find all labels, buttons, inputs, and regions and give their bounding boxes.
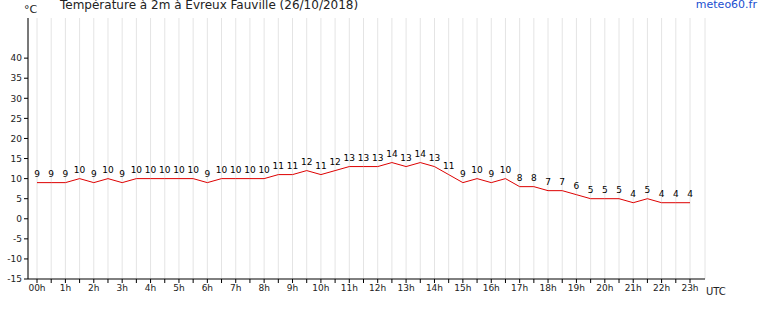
svg-text:10: 10 [159,165,171,175]
svg-text:5: 5 [645,185,651,195]
svg-text:11: 11 [273,161,284,171]
svg-text:9: 9 [460,169,466,179]
svg-text:0: 0 [16,214,22,224]
svg-text:10: 10 [230,165,242,175]
svg-text:5h: 5h [173,283,184,293]
svg-text:10: 10 [145,165,157,175]
svg-text:12: 12 [301,157,312,167]
svg-text:23h: 23h [681,283,698,293]
svg-text:21h: 21h [625,283,642,293]
svg-text:22h: 22h [653,283,670,293]
svg-text:13: 13 [429,153,440,163]
svg-text:17h: 17h [511,283,528,293]
svg-text:12: 12 [329,157,340,167]
svg-text:11: 11 [443,161,454,171]
svg-text:2h: 2h [88,283,99,293]
svg-text:40: 40 [11,53,23,63]
svg-text:13: 13 [400,153,411,163]
svg-text:9: 9 [91,169,97,179]
svg-text:16h: 16h [483,283,500,293]
svg-text:13h: 13h [398,283,415,293]
svg-text:11h: 11h [341,283,358,293]
svg-text:7h: 7h [230,283,241,293]
svg-text:5: 5 [16,194,22,204]
svg-text:35: 35 [11,73,22,83]
svg-text:9: 9 [488,169,494,179]
svg-text:4h: 4h [145,283,156,293]
svg-text:4: 4 [687,189,693,199]
svg-text:14h: 14h [426,283,443,293]
svg-text:15: 15 [11,154,22,164]
svg-text:4: 4 [659,189,665,199]
svg-text:20h: 20h [596,283,613,293]
svg-text:10: 10 [244,165,256,175]
svg-text:5: 5 [602,185,608,195]
svg-text:-15: -15 [7,274,22,284]
svg-text:4: 4 [673,189,679,199]
svg-text:6h: 6h [202,283,213,293]
svg-text:19h: 19h [568,283,585,293]
svg-text:4: 4 [630,189,636,199]
svg-text:10: 10 [131,165,143,175]
html-text:UTC: UTC [706,286,726,297]
svg-text:15h: 15h [454,283,471,293]
svg-text:8: 8 [531,173,537,183]
svg-text:9h: 9h [287,283,298,293]
svg-text:-5: -5 [13,234,22,244]
svg-text:1h: 1h [60,283,71,293]
svg-text:12h: 12h [369,283,386,293]
svg-text:20: 20 [11,134,23,144]
svg-text:30: 30 [11,94,23,104]
svg-text:10: 10 [11,174,23,184]
svg-text:9: 9 [48,169,54,179]
svg-text:5: 5 [616,185,622,195]
svg-text:13: 13 [372,153,383,163]
svg-text:8h: 8h [258,283,269,293]
svg-text:10: 10 [187,165,199,175]
svg-text:10: 10 [74,165,86,175]
svg-text:10: 10 [258,165,270,175]
svg-text:13: 13 [358,153,369,163]
svg-text:10: 10 [102,165,114,175]
svg-text:10h: 10h [312,283,329,293]
svg-text:10: 10 [216,165,228,175]
svg-text:3h: 3h [116,283,127,293]
svg-text:10: 10 [173,165,185,175]
svg-text:10: 10 [500,165,512,175]
svg-text:25: 25 [11,114,22,124]
svg-text:9: 9 [63,169,69,179]
svg-text:9: 9 [34,169,40,179]
svg-text:7: 7 [545,177,551,187]
svg-text:9: 9 [119,169,125,179]
svg-text:10: 10 [471,165,483,175]
svg-text:9: 9 [204,169,210,179]
svg-text:14: 14 [415,149,427,159]
html-text:°C: °C [24,3,38,16]
svg-text:8: 8 [517,173,523,183]
svg-text:13: 13 [344,153,355,163]
svg-text:6: 6 [574,181,580,191]
svg-text:00h: 00h [28,283,45,293]
svg-text:7: 7 [559,177,565,187]
svg-text:5: 5 [588,185,594,195]
svg-text:11: 11 [287,161,298,171]
svg-text:11: 11 [315,161,326,171]
svg-text:-10: -10 [7,254,22,264]
svg-text:14: 14 [386,149,398,159]
svg-text:18h: 18h [539,283,556,293]
